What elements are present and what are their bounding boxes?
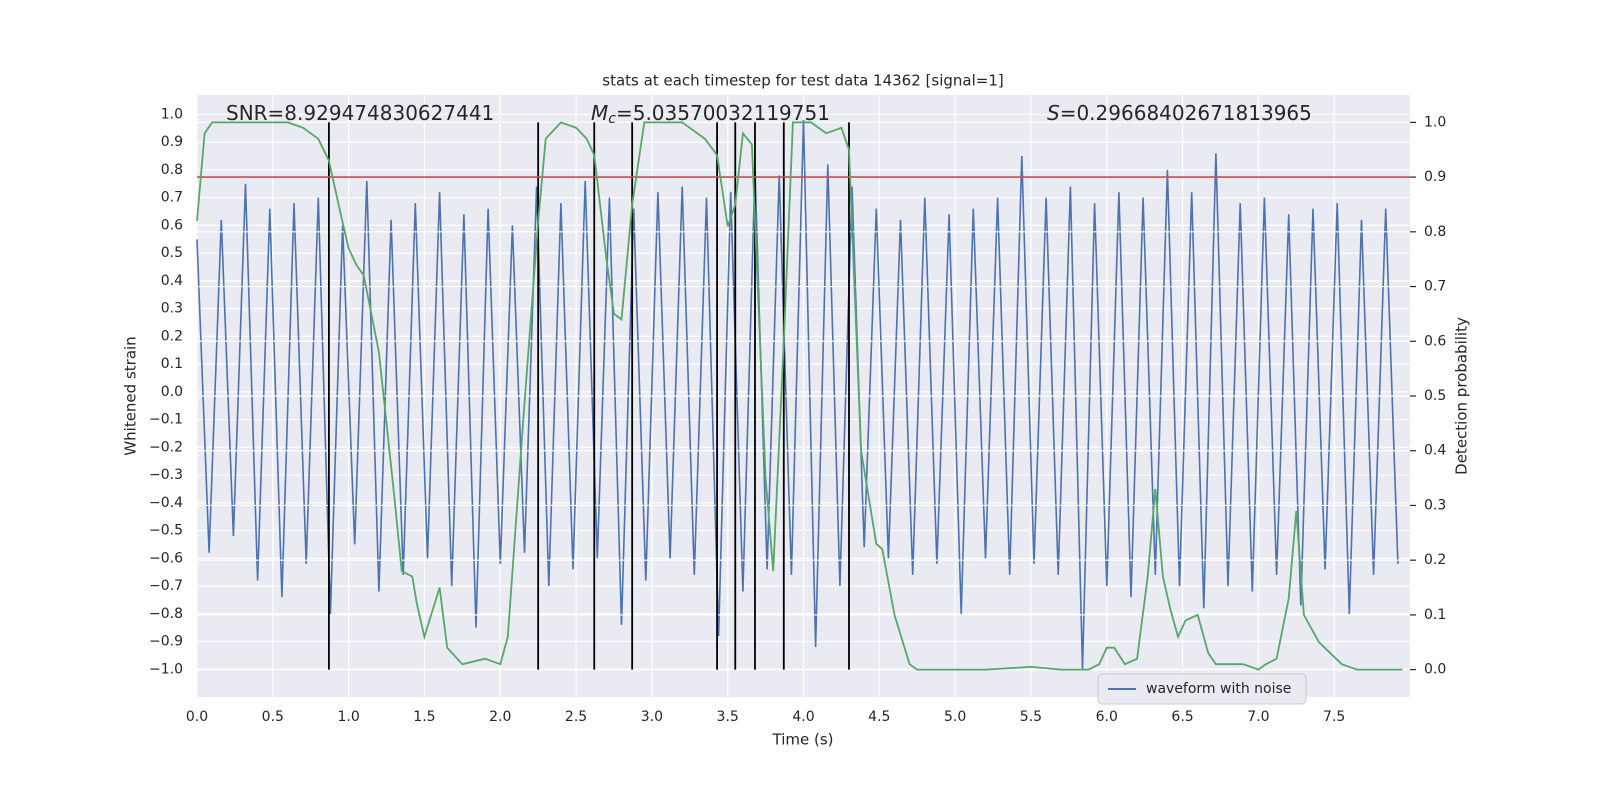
y-tick-label: −0.7 bbox=[149, 578, 183, 594]
y-tick-label: 0.5 bbox=[161, 245, 183, 261]
y-tick-label: 1.0 bbox=[161, 106, 183, 122]
y-tick-label: −0.1 bbox=[149, 412, 183, 428]
y-tick-label: −0.2 bbox=[149, 439, 183, 455]
x-tick-label: 3.0 bbox=[641, 709, 663, 725]
y2-tick-label: 0.0 bbox=[1424, 662, 1446, 678]
x-tick-label: 1.0 bbox=[337, 709, 359, 725]
x-axis-label: Time (s) bbox=[772, 731, 834, 749]
x-tick-label: 0.5 bbox=[262, 709, 284, 725]
annotation-text: =0.29668402671813965 bbox=[1060, 101, 1312, 125]
annotation: SNR=8.929474830627441 bbox=[226, 101, 494, 125]
y-tick-label: −0.8 bbox=[149, 606, 183, 622]
y-tick-label: 0.9 bbox=[161, 134, 183, 150]
y-tick-label: 0.8 bbox=[161, 162, 183, 178]
y-tick-label: −0.5 bbox=[149, 523, 183, 539]
y2-tick-label: 0.5 bbox=[1424, 388, 1446, 404]
x-tick-label: 2.0 bbox=[489, 709, 511, 725]
legend-label: waveform with noise bbox=[1146, 681, 1291, 697]
y-tick-label: −1.0 bbox=[149, 661, 183, 677]
y-tick-label: 0.0 bbox=[161, 384, 183, 400]
chart-title: stats at each timestep for test data 143… bbox=[602, 72, 1003, 90]
y2-tick-label: 0.2 bbox=[1424, 552, 1446, 568]
legend-box bbox=[1097, 673, 1307, 705]
x-tick-label: 7.5 bbox=[1323, 709, 1345, 725]
annotation: Mc=5.03570032119751 bbox=[591, 101, 830, 128]
x-tick-label: 0.0 bbox=[186, 709, 208, 725]
y-tick-label: 0.4 bbox=[161, 273, 183, 289]
x-tick-label: 3.5 bbox=[717, 709, 739, 725]
x-tick-label: 4.5 bbox=[868, 709, 890, 725]
x-tick-label: 6.0 bbox=[1096, 709, 1118, 725]
y2-axis-label: Detection probability bbox=[1453, 317, 1471, 475]
y2-tick-label: 0.1 bbox=[1424, 607, 1446, 623]
annotation-symbol: S bbox=[1047, 101, 1060, 125]
x-tick-label: 6.5 bbox=[1171, 709, 1193, 725]
x-tick-label: 7.0 bbox=[1247, 709, 1269, 725]
y2-tick-label: 0.8 bbox=[1424, 224, 1446, 240]
y2-tick-label: 0.6 bbox=[1424, 333, 1446, 349]
y-axis-label: Whitened strain bbox=[122, 336, 140, 455]
x-tick-label: 4.0 bbox=[792, 709, 814, 725]
annotation-subscript: c bbox=[608, 111, 616, 127]
y2-tick-label: 0.3 bbox=[1424, 497, 1446, 513]
y-tick-label: 0.7 bbox=[161, 190, 183, 206]
x-tick-label: 5.0 bbox=[944, 709, 966, 725]
y2-tick-label: 1.0 bbox=[1424, 114, 1446, 130]
y-tick-label: −0.3 bbox=[149, 467, 183, 483]
x-tick-label: 2.5 bbox=[565, 709, 587, 725]
y2-tick-label: 0.7 bbox=[1424, 279, 1446, 295]
series-line bbox=[196, 119, 1399, 670]
annotation: S=0.29668402671813965 bbox=[1047, 101, 1312, 125]
y-tick-label: 0.1 bbox=[161, 356, 183, 372]
annotation-text: =5.03570032119751 bbox=[616, 101, 830, 125]
y-tick-label: 0.6 bbox=[161, 217, 183, 233]
y-tick-label: 0.3 bbox=[161, 301, 183, 317]
x-tick-label: 5.5 bbox=[1020, 709, 1042, 725]
y-tick-label: −0.6 bbox=[149, 550, 183, 566]
series-line bbox=[196, 121, 1403, 671]
y-tick-label: −0.9 bbox=[149, 634, 183, 650]
annotation-text: SNR=8.929474830627441 bbox=[226, 101, 494, 125]
annotation-symbol: M bbox=[591, 101, 608, 125]
x-tick-label: 1.5 bbox=[413, 709, 435, 725]
y-tick-label: 0.2 bbox=[161, 328, 183, 344]
y2-tick-label: 0.4 bbox=[1424, 443, 1446, 459]
y-tick-label: −0.4 bbox=[149, 495, 183, 511]
y2-tick-label: 0.9 bbox=[1424, 169, 1446, 185]
